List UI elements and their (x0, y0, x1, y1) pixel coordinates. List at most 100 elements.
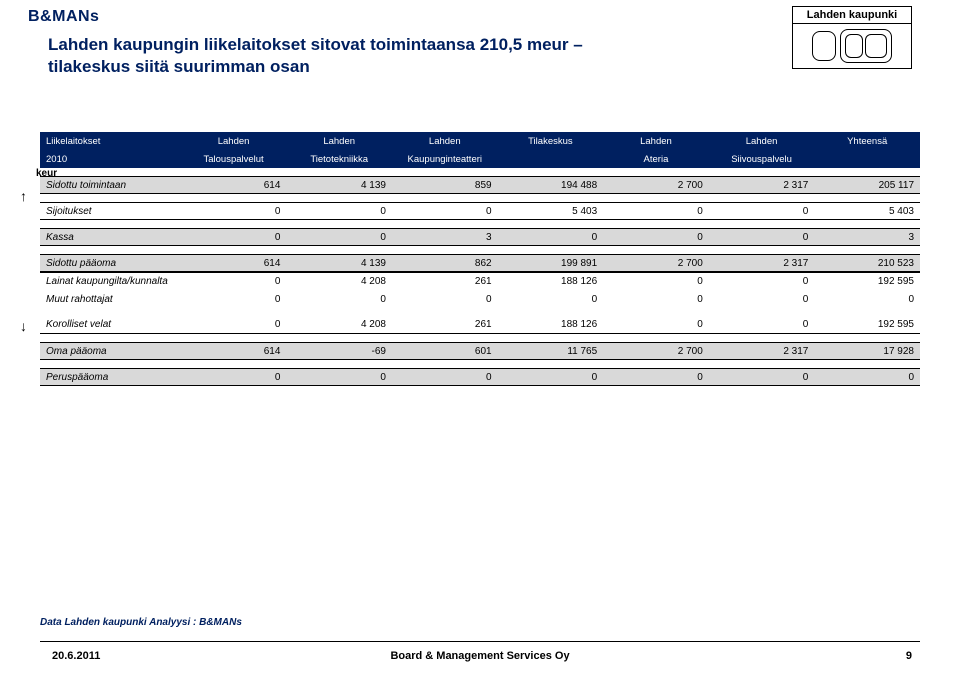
hdr-c1b: Talouspalvelut (181, 150, 287, 168)
hdr-c7a: Yhteensä (814, 132, 920, 150)
cell: 2 317 (709, 176, 815, 194)
row-label: Sidottu pääoma (40, 254, 181, 272)
logo: B&MANs (28, 8, 99, 26)
cell: 0 (709, 290, 815, 308)
cell: 2 317 (709, 342, 815, 360)
cell: 0 (181, 228, 287, 246)
table-row: Sidottu pääoma6144 139862199 8912 7002 3… (40, 254, 920, 272)
row-label: Korolliset velat (40, 316, 181, 334)
footer-center: Board & Management Services Oy (0, 650, 960, 662)
cell: 0 (392, 290, 498, 308)
table-row: Kassa0030003 (40, 228, 920, 246)
arrow-up-icon: ↑ (20, 188, 27, 204)
cell: 0 (709, 202, 815, 220)
hdr-col0b: 2010 (40, 150, 181, 168)
shape-small (812, 31, 836, 61)
hdr-c3a: Lahden (392, 132, 498, 150)
cell: 3 (814, 228, 920, 246)
table-row: Sijoitukset0005 403005 403 (40, 202, 920, 220)
title-line2: tilakeskus siitä suurimman osan (48, 56, 583, 78)
cell: 614 (181, 342, 287, 360)
cell: 0 (286, 290, 392, 308)
hdr-c1a: Lahden (181, 132, 287, 150)
hdr-c5a: Lahden (603, 132, 709, 150)
hdr-c4a: Tilakeskus (498, 132, 604, 150)
cell: 5 403 (498, 202, 604, 220)
cell: 3 (392, 228, 498, 246)
cell: 0 (181, 272, 287, 290)
table-row: Peruspääoma0000000 (40, 368, 920, 386)
hdr-col0a: Liikelaitokset (40, 132, 181, 150)
row-label: Sijoitukset (40, 202, 181, 220)
cell: 199 891 (498, 254, 604, 272)
data-table: Liikelaitokset Lahden Lahden Lahden Tila… (40, 132, 920, 386)
cell: 0 (603, 272, 709, 290)
cell: 210 523 (814, 254, 920, 272)
cell: 4 208 (286, 316, 392, 334)
context-box: Lahden kaupunki (792, 6, 912, 69)
cell: 0 (603, 290, 709, 308)
hdr-c7b (814, 150, 920, 168)
shape-outer (840, 29, 892, 63)
cell: 614 (181, 254, 287, 272)
cell: 4 208 (286, 272, 392, 290)
row-label: Oma pääoma (40, 342, 181, 360)
cell: 2 700 (603, 342, 709, 360)
cell: 194 488 (498, 176, 604, 194)
table-row: Oma pääoma614-6960111 7652 7002 31717 92… (40, 342, 920, 360)
cell: 5 403 (814, 202, 920, 220)
cell: 0 (392, 202, 498, 220)
table-head: Liikelaitokset Lahden Lahden Lahden Tila… (40, 132, 920, 168)
cell: 862 (392, 254, 498, 272)
cell: 0 (286, 202, 392, 220)
cell: 0 (498, 368, 604, 386)
cell: 2 317 (709, 254, 815, 272)
cell: -69 (286, 342, 392, 360)
cell: 2 700 (603, 254, 709, 272)
cell: 0 (814, 368, 920, 386)
cell: 614 (181, 176, 287, 194)
cell: 0 (603, 368, 709, 386)
cell: 2 700 (603, 176, 709, 194)
hdr-c2a: Lahden (286, 132, 392, 150)
cell: 0 (286, 368, 392, 386)
cell: 0 (603, 316, 709, 334)
cell: 192 595 (814, 316, 920, 334)
arrow-down-icon: ↓ (20, 318, 27, 334)
keur-label: keur (36, 168, 57, 179)
context-box-title: Lahden kaupunki (793, 7, 911, 24)
footer-page: 9 (906, 650, 912, 662)
cell: 192 595 (814, 272, 920, 290)
cell: 0 (814, 290, 920, 308)
table-row: Lainat kaupungilta/kunnalta04 208261188 … (40, 272, 920, 290)
cell: 0 (498, 228, 604, 246)
cell: 0 (181, 202, 287, 220)
data-table-wrap: ↑ ↓ Liikelaitokset Lahden Lahden Lahden … (40, 132, 920, 386)
cell: 188 126 (498, 316, 604, 334)
footer-divider (40, 641, 920, 642)
cell: 0 (603, 202, 709, 220)
cell: 0 (709, 368, 815, 386)
shape-inner-left (845, 34, 863, 58)
hdr-c2b: Tietotekniikka (286, 150, 392, 168)
cell: 261 (392, 316, 498, 334)
table-row: Korolliset velat04 208261188 12600192 59… (40, 316, 920, 334)
cell: 17 928 (814, 342, 920, 360)
cell: 0 (181, 316, 287, 334)
cell: 859 (392, 176, 498, 194)
cell: 0 (498, 290, 604, 308)
cell: 0 (709, 316, 815, 334)
cell: 205 117 (814, 176, 920, 194)
row-label: Lainat kaupungilta/kunnalta (40, 272, 181, 290)
cell: 11 765 (498, 342, 604, 360)
row-label: Sidottu toimintaan (40, 176, 181, 194)
hdr-c6a: Lahden (709, 132, 815, 150)
cell: 0 (603, 228, 709, 246)
cell: 0 (709, 228, 815, 246)
title-line1: Lahden kaupungin liikelaitokset sitovat … (48, 34, 583, 56)
context-box-body (793, 24, 911, 68)
table-body: Sidottu toimintaan6144 139859194 4882 70… (40, 168, 920, 386)
cell: 188 126 (498, 272, 604, 290)
footer-source: Data Lahden kaupunki Analyysi : B&MANs (40, 617, 242, 628)
row-label: Muut rahottajat (40, 290, 181, 308)
